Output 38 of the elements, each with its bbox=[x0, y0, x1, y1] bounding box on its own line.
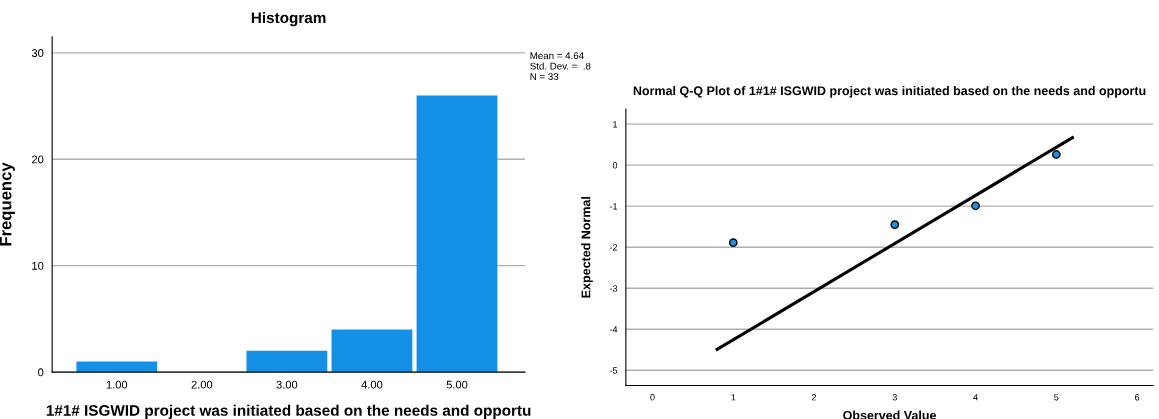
x-tick-label: 5 bbox=[1054, 394, 1059, 401]
y-tick-label: 1 bbox=[613, 121, 618, 128]
x-tick-label: 3 bbox=[892, 394, 897, 401]
x-tick-label: 2 bbox=[811, 394, 817, 401]
y-tick-label: 20 bbox=[32, 155, 44, 164]
y-tick-label: -5 bbox=[609, 367, 618, 374]
y-tick-label: -3 bbox=[609, 285, 618, 292]
y-tick-label: -2 bbox=[609, 244, 618, 251]
chart-title: Normal Q-Q Plot of 1#1# ISGWID project was initiated based on the needs and opportu bbox=[633, 85, 1146, 98]
x-tick-label: 6 bbox=[1135, 394, 1140, 401]
y-axis-title: Frequency bbox=[0, 162, 15, 246]
point bbox=[1051, 150, 1061, 159]
x-tick-label: 1.00 bbox=[106, 380, 128, 389]
point bbox=[890, 220, 900, 230]
point bbox=[971, 201, 980, 211]
x-tick-label: 4.00 bbox=[361, 380, 383, 389]
chart-title: Histogram bbox=[251, 11, 326, 27]
y-tick-label: -4 bbox=[609, 326, 618, 333]
bar bbox=[76, 361, 158, 373]
x-axis-title: Observed Value bbox=[843, 410, 937, 419]
x-tick-label: 1 bbox=[731, 394, 736, 401]
y-tick-label: 0 bbox=[612, 162, 618, 169]
x-axis-title: 1#1# ISGWID project was initiated based on the needs and opportu bbox=[46, 404, 531, 419]
y-tick-label: 0 bbox=[38, 368, 44, 377]
y-axis-title: Expected Normal bbox=[581, 197, 593, 298]
x-tick-label: 5.00 bbox=[446, 380, 468, 389]
y-tick-label: -1 bbox=[609, 203, 618, 210]
x-tick-label: 2.00 bbox=[191, 380, 213, 389]
text: Mean = 4.64 Std. Dev. = .8 N = 33 bbox=[530, 52, 591, 81]
bar bbox=[416, 95, 498, 373]
x-tick-label: 3.00 bbox=[276, 380, 298, 389]
point bbox=[728, 238, 738, 248]
bar bbox=[331, 329, 413, 373]
y-tick-label: 30 bbox=[31, 49, 44, 57]
y-tick-label: 10 bbox=[32, 261, 44, 270]
x-tick-label: 0 bbox=[650, 394, 655, 401]
bar bbox=[246, 350, 328, 373]
x-tick-label: 4 bbox=[973, 394, 978, 401]
